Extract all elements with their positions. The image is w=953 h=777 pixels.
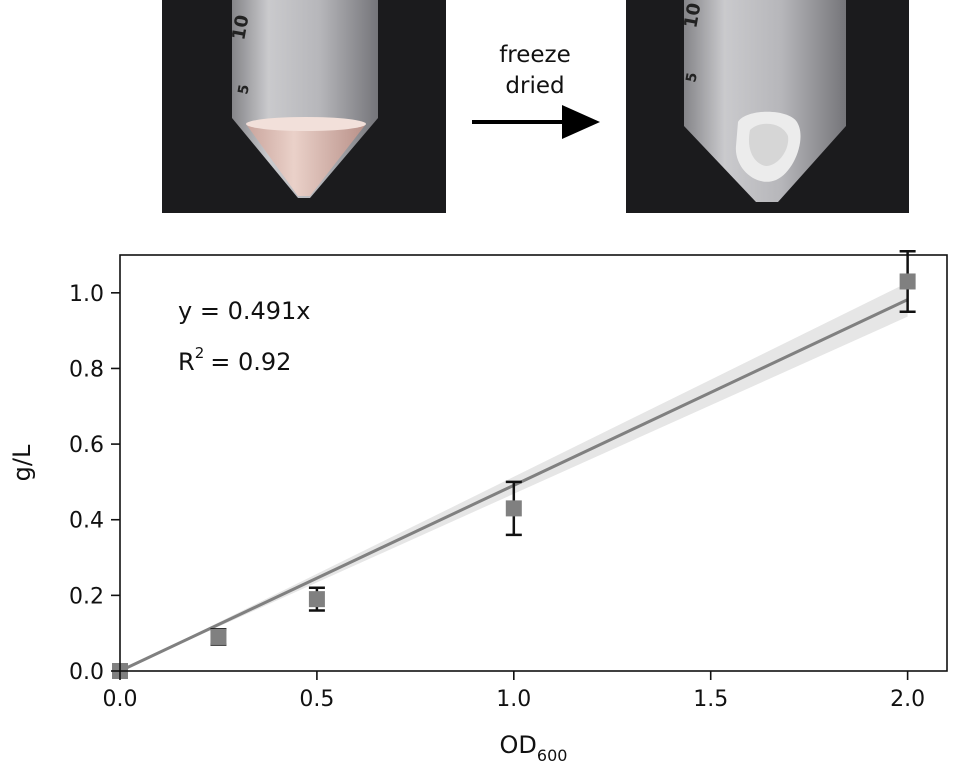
data-point [210,628,227,645]
y-axis-label: g/L [8,444,36,481]
arrow-label-line1: freeze [499,42,571,68]
x-axis-label-subscript: 600 [537,746,568,765]
r-squared-superscript: 2 [195,344,205,362]
error-bars [210,249,916,646]
tube-before-illustration: 10 5 [228,0,378,198]
arrow-label: freeze dried [465,40,605,102]
confidence-band [120,282,908,671]
x-axis-ticks: 0.0 0.5 1.0 1.5 2.0 [103,671,925,712]
x-tick-label: 0.5 [299,687,334,712]
x-tick-label: 2.0 [890,687,925,712]
y-tick-label: 0.8 [69,357,104,382]
tube-mark-10: 10 [228,13,253,41]
tube-mark-5: 5 [235,83,252,95]
calibration-chart: 0.0 0.5 1.0 1.5 2.0 0.0 0.2 0.4 0.6 0.8 1.0 OD600… [8,249,948,765]
y-tick-label: 0.0 [69,660,104,685]
right-arrow-icon [472,105,600,139]
r-squared-label: R [178,348,195,376]
plot-frame [119,254,948,672]
arrow-label-line2: dried [505,73,565,99]
fit-equation: y = 0.491x [178,297,310,325]
y-axis-ticks: 0.0 0.2 0.4 0.6 0.8 1.0 [69,282,120,685]
data-point [899,273,916,290]
x-tick-label: 0.0 [103,687,138,712]
x-axis-label: OD600 [500,731,568,765]
x-axis-label-main: OD [500,731,537,759]
r-squared-annotation: R2 = 0.92 [178,344,291,376]
tube-after-illustration: 10 5 [680,0,846,202]
x-tick-label: 1.0 [496,687,531,712]
tube-after-photo: 10 5 [626,0,909,213]
tube-before-photo: 10 5 [162,0,446,213]
y-tick-label: 0.6 [69,433,104,458]
data-point [505,500,522,517]
y-tick-label: 0.4 [69,509,104,534]
tube-mark-10-after: 10 [680,1,705,29]
y-tick-label: 1.0 [69,282,104,307]
r-squared-value: = 0.92 [210,348,291,376]
y-tick-label: 0.2 [69,584,104,609]
fit-confidence-band [120,282,908,671]
x-tick-label: 1.5 [693,687,728,712]
data-point [308,591,325,608]
tube-mark-5-after: 5 [683,71,700,83]
